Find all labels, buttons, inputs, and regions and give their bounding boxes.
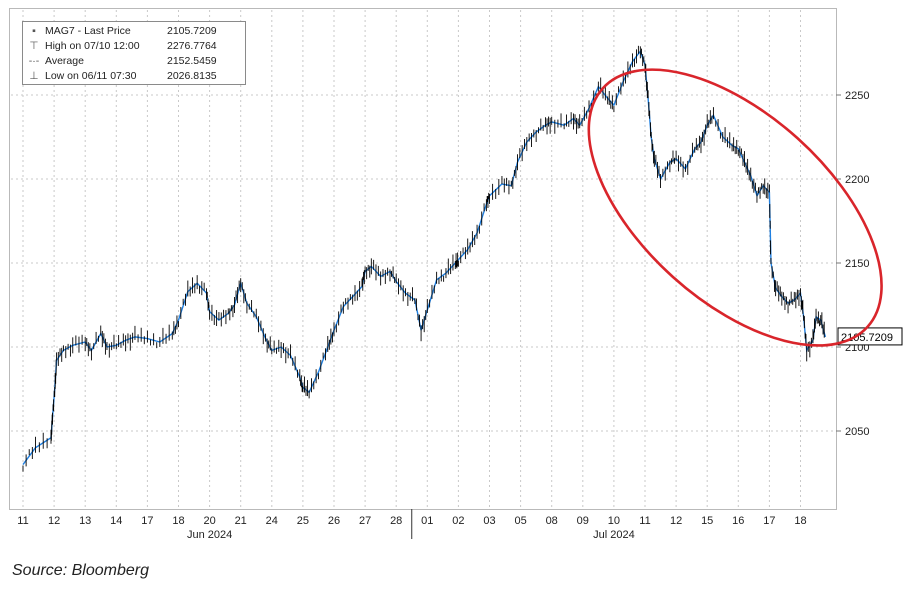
y-tick-label: 2200 [845,174,869,186]
legend-label: Average [45,55,84,67]
y-tick-label: 2150 [845,258,869,270]
highlight-ellipse [587,68,883,347]
y-tick-label: 2250 [845,90,869,102]
price-line [22,49,827,466]
chart-legend: ▪ MAG7 - Last Price 2105.7209 ⊤ High on … [22,21,246,85]
legend-label: Low on 06/11 07:30 [45,70,137,82]
x-tick-label: 09 [577,515,589,527]
x-tick-label: 17 [763,515,775,527]
legend-value: 2152.5459 [167,55,217,67]
legend-value: 2026.8135 [167,70,217,82]
x-tick-label: 12 [670,515,682,527]
x-tick-label: 11 [17,515,28,527]
x-tick-label: 21 [235,515,247,527]
x-tick-label: 25 [297,515,309,527]
square-icon: ▪ [32,25,36,37]
x-tick-label: 02 [452,515,464,527]
x-tick-label: 12 [48,515,60,527]
x-tick-label: 16 [732,515,744,527]
x-tick-label: 14 [110,515,122,527]
x-tick-label: 18 [794,515,806,527]
chart-frame: 2050 2100 2150 2200 2250 11 12 13 14 17 18 20 21 24 25… [9,8,903,541]
x-tick-label: 03 [483,515,495,527]
x-tick-label: 01 [421,515,433,527]
legend-label: High on 07/10 12:00 [45,40,140,52]
last-price-box [837,327,903,346]
x-tick-label: 28 [390,515,402,527]
x-tick-label: 18 [172,515,184,527]
month-label: Jul 2024 [593,529,635,541]
high-marker-icon: ⊤ [29,40,39,52]
x-tick-label: 26 [328,515,340,527]
x-tick-label: 17 [141,515,153,527]
x-tick-label: 20 [203,515,215,527]
last-price-label: 2105.7209 [841,332,893,344]
low-marker-icon: ⊥ [29,70,39,82]
y-tick-label: 2050 [845,426,869,438]
x-tick-label: 13 [79,515,91,527]
x-tick-label: 05 [514,515,526,527]
legend-value: 2276.7764 [167,40,217,52]
x-tick-label: 11 [639,515,650,527]
x-tick-label: 27 [359,515,371,527]
legend-value: 2105.7209 [167,25,217,37]
x-tick-label: 15 [701,515,713,527]
source-caption: Source: Bloomberg [12,562,149,579]
x-tick-label: 10 [608,515,620,527]
average-marker-icon: -·- [28,55,40,67]
x-tick-label: 24 [266,515,278,527]
month-label: Jun 2024 [187,529,232,541]
x-tick-label: 08 [546,515,558,527]
legend-label: MAG7 - Last Price [45,25,131,37]
